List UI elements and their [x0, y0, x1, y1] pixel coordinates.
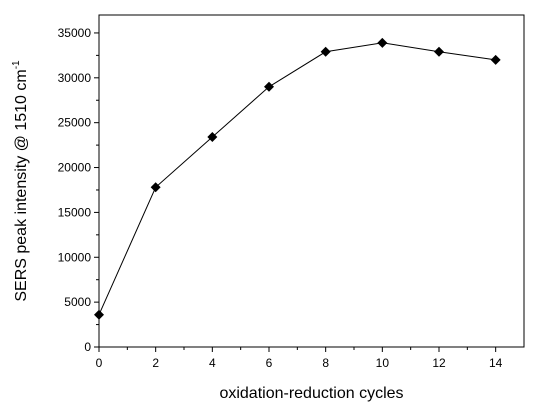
x-tick-label: 10: [376, 356, 390, 370]
data-point: [434, 46, 444, 57]
y-tick-label: 5000: [64, 295, 91, 309]
data-point: [94, 309, 104, 320]
data-point: [320, 46, 331, 57]
x-tick-label: 4: [209, 356, 216, 370]
y-axis-label-superscript: -1: [11, 60, 22, 69]
x-tick-label: 14: [489, 356, 503, 370]
data-point: [377, 37, 388, 48]
x-tick-label: 0: [96, 356, 103, 370]
plot-frame: [98, 14, 525, 348]
series-line: [98, 42, 496, 315]
y-axis-label-text: SERS peak intensity @ 1510 cm: [13, 69, 30, 301]
y-tick-label: 35000: [58, 26, 92, 40]
x-tick-label: 2: [152, 356, 159, 370]
y-axis-label: SERS peak intensity @ 1510 cm-1: [11, 60, 30, 302]
data-point: [264, 81, 274, 92]
series: [94, 37, 501, 320]
x-tick-label: 8: [322, 356, 329, 370]
data-point: [207, 132, 218, 143]
axes: [98, 14, 525, 348]
data-point: [150, 182, 161, 193]
y-tick-label: 10000: [58, 250, 92, 264]
ticks: 0 2 4 6 8 10 12 14 0 5000 10000 15000 20000 25000 3000…: [58, 26, 503, 370]
x-tick-label: 12: [432, 356, 446, 370]
y-tick-label: 0: [84, 340, 91, 354]
y-tick-label: 25000: [58, 116, 92, 130]
x-tick-label: 6: [266, 356, 273, 370]
data-point: [490, 54, 501, 65]
x-axis-label: oxidation-reduction cycles: [219, 385, 403, 402]
y-tick-label: 30000: [58, 71, 92, 85]
y-tick-label: 20000: [58, 161, 92, 175]
y-tick-label: 15000: [58, 205, 92, 219]
